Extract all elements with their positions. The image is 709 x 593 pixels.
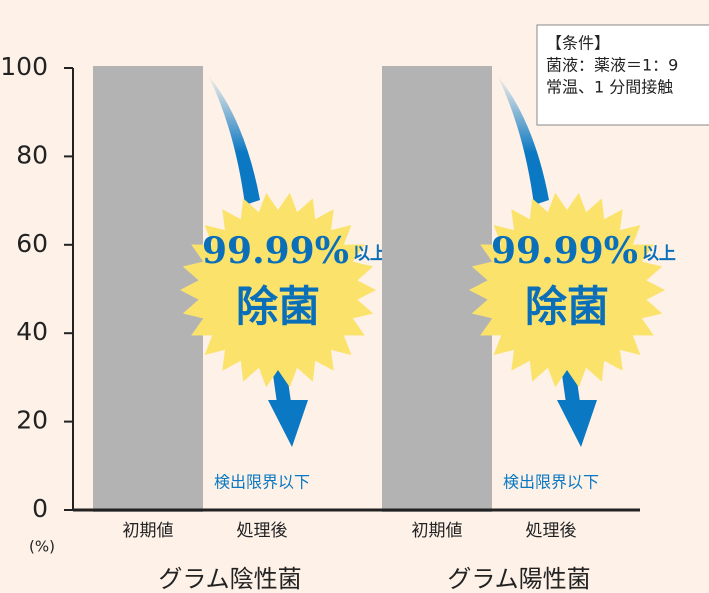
badge-suffix: 以上 (642, 244, 676, 264)
group-label: グラム陰性菌 (158, 565, 301, 593)
x-tick-label: 初期値 (123, 521, 174, 541)
y-tick-label: 80 (16, 140, 48, 169)
arrow-head (557, 400, 597, 447)
badge-suffix: 以上 (353, 244, 387, 264)
x-tick-label: 処理後 (526, 521, 577, 541)
value-label: 検出限界以下 (214, 473, 310, 492)
group-label: グラム陽性菌 (447, 565, 590, 593)
chart: 【条件】 菌液：薬液＝1：9 常温、1 分間接触 (%) 0 20 40 60 80 10… (0, 0, 709, 593)
y-tick-label: 20 (16, 406, 48, 435)
conditions-line: 常温、1 分間接触 (546, 78, 673, 97)
y-tick-label: 100 (0, 52, 48, 81)
y-tick-label: 40 (16, 317, 48, 346)
badge-text: 除菌 (525, 282, 609, 331)
conditions-line: 菌液：薬液＝1：9 (546, 56, 678, 75)
x-tick-label: 初期値 (412, 521, 463, 541)
y-unit: (%) (29, 538, 55, 556)
y-tick-label: 60 (16, 229, 48, 258)
y-tick-label: 0 (32, 494, 48, 523)
arrow-tail (208, 75, 260, 205)
page: {"chart_data": {"type": "bar", "groups":… (0, 0, 709, 593)
badge-percent-text: 99.99% (202, 230, 349, 272)
conditions-title: 【条件】 (546, 34, 610, 53)
arrow-head (268, 400, 308, 447)
badge-text: 除菌 (236, 282, 320, 331)
x-tick-label: 処理後 (237, 521, 288, 541)
badge-percent-text: 99.99% (491, 230, 638, 272)
value-label: 検出限界以下 (503, 473, 599, 492)
